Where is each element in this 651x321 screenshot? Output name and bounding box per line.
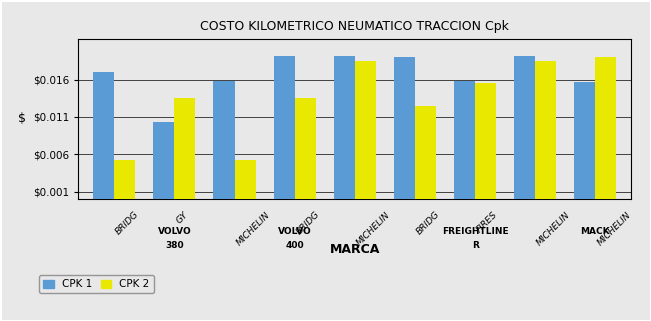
Text: GY: GY <box>174 210 189 225</box>
Text: MACK: MACK <box>581 227 610 236</box>
Text: BRIDG: BRIDG <box>295 210 322 237</box>
Text: R: R <box>472 241 478 250</box>
Text: VOLVO: VOLVO <box>278 227 312 236</box>
Text: 380: 380 <box>165 241 184 250</box>
Text: BRIDG: BRIDG <box>114 210 141 237</box>
Text: MICHELIN: MICHELIN <box>535 210 572 247</box>
Bar <box>234 160 256 199</box>
Text: FREIGHTLINE: FREIGHTLINE <box>442 227 508 236</box>
Bar <box>295 98 316 199</box>
Bar <box>454 81 475 199</box>
Text: MICHELIN: MICHELIN <box>596 210 633 247</box>
Bar <box>93 72 114 199</box>
Text: 400: 400 <box>285 241 304 250</box>
Title: COSTO KILOMETRICO NEUMATICO TRACCION Cpk: COSTO KILOMETRICO NEUMATICO TRACCION Cpk <box>201 20 509 33</box>
Text: VOLVO: VOLVO <box>158 227 191 236</box>
Bar <box>214 81 234 199</box>
Bar <box>174 98 195 199</box>
Bar <box>415 106 436 199</box>
Text: FIRES: FIRES <box>475 210 499 235</box>
Legend: CPK 1, CPK 2: CPK 1, CPK 2 <box>39 275 154 293</box>
Bar <box>114 160 135 199</box>
Bar <box>153 122 174 199</box>
X-axis label: MARCA: MARCA <box>329 243 380 256</box>
Bar <box>394 57 415 199</box>
Bar <box>334 56 355 199</box>
Y-axis label: $: $ <box>18 112 26 125</box>
Bar <box>475 83 496 199</box>
Bar <box>355 61 376 199</box>
Bar <box>596 57 616 199</box>
Bar <box>574 82 596 199</box>
Text: MICHELIN: MICHELIN <box>355 210 392 247</box>
Text: BRIDG: BRIDG <box>415 210 442 237</box>
Bar <box>273 56 295 199</box>
Bar <box>535 61 557 199</box>
Text: MICHELIN: MICHELIN <box>234 210 271 247</box>
Bar <box>514 56 535 199</box>
